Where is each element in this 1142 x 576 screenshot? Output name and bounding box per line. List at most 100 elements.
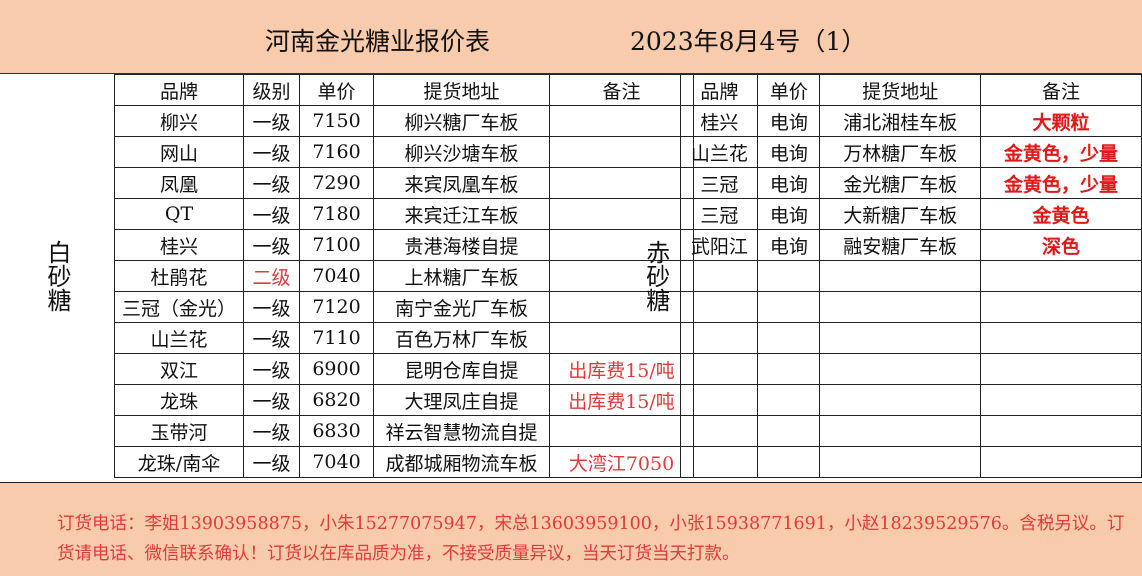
- price-cell[interactable]: 7180: [299, 198, 374, 230]
- brand-cell[interactable]: 龙珠: [114, 384, 244, 416]
- empty-cell[interactable]: [980, 260, 1142, 292]
- price-cell[interactable]: 7290: [299, 167, 374, 199]
- brand-cell[interactable]: 桂兴: [114, 229, 244, 261]
- brand-cell[interactable]: 三冠: [680, 167, 759, 199]
- empty-cell[interactable]: [980, 446, 1142, 478]
- note-cell[interactable]: 深色: [980, 229, 1142, 261]
- price-cell[interactable]: 电询: [757, 167, 821, 199]
- address-cell[interactable]: 来宾迁江车板: [373, 198, 550, 230]
- column-header-price[interactable]: 单价: [299, 74, 374, 106]
- price-cell[interactable]: 6830: [299, 415, 374, 447]
- category-cell[interactable]: 赤砂糖: [631, 74, 682, 478]
- price-cell[interactable]: 电询: [757, 229, 821, 261]
- column-header-address[interactable]: 提货地址: [819, 74, 982, 106]
- empty-cell[interactable]: [980, 353, 1142, 385]
- grade-cell[interactable]: 一级: [243, 384, 300, 416]
- address-cell[interactable]: 南宁金光厂车板: [373, 291, 550, 323]
- brand-cell[interactable]: 双江: [114, 353, 244, 385]
- empty-cell[interactable]: [819, 446, 982, 478]
- empty-cell[interactable]: [980, 322, 1142, 354]
- brand-cell[interactable]: 桂兴: [680, 105, 759, 137]
- empty-cell[interactable]: [757, 415, 821, 447]
- empty-cell[interactable]: [980, 415, 1142, 447]
- empty-cell[interactable]: [980, 384, 1142, 416]
- brand-cell[interactable]: 山兰花: [114, 322, 244, 354]
- price-cell[interactable]: 7100: [299, 229, 374, 261]
- grade-cell[interactable]: 一级: [243, 415, 300, 447]
- brand-cell[interactable]: 三冠（金光）: [114, 291, 244, 323]
- brand-cell[interactable]: 武阳江: [680, 229, 759, 261]
- price-cell[interactable]: 7110: [299, 322, 374, 354]
- empty-cell[interactable]: [680, 291, 759, 323]
- grade-cell[interactable]: 一级: [243, 291, 300, 323]
- brand-cell[interactable]: 凤凰: [114, 167, 244, 199]
- empty-cell[interactable]: [680, 353, 759, 385]
- address-cell[interactable]: 柳兴沙塘车板: [373, 136, 550, 168]
- grade-cell[interactable]: 一级: [243, 136, 300, 168]
- address-cell[interactable]: 祥云智慧物流自提: [373, 415, 550, 447]
- brand-cell[interactable]: QT: [114, 198, 244, 230]
- empty-cell[interactable]: [757, 260, 821, 292]
- empty-cell[interactable]: [680, 322, 759, 354]
- address-cell[interactable]: 来宾凤凰车板: [373, 167, 550, 199]
- brand-cell[interactable]: 网山: [114, 136, 244, 168]
- empty-cell[interactable]: [680, 260, 759, 292]
- address-cell[interactable]: 百色万林厂车板: [373, 322, 550, 354]
- grade-cell[interactable]: 一级: [243, 167, 300, 199]
- price-cell[interactable]: 7040: [299, 260, 374, 292]
- price-cell[interactable]: 电询: [757, 198, 821, 230]
- empty-cell[interactable]: [757, 322, 821, 354]
- empty-cell[interactable]: [819, 291, 982, 323]
- empty-cell[interactable]: [757, 384, 821, 416]
- empty-cell[interactable]: [680, 415, 759, 447]
- address-cell[interactable]: 昆明仓库自提: [373, 353, 550, 385]
- note-cell[interactable]: 金黄色，少量: [980, 167, 1142, 199]
- grade-cell[interactable]: 一级: [243, 353, 300, 385]
- price-cell[interactable]: 7150: [299, 105, 374, 137]
- empty-cell[interactable]: [757, 353, 821, 385]
- empty-cell[interactable]: [819, 260, 982, 292]
- grade-cell[interactable]: 一级: [243, 105, 300, 137]
- address-cell[interactable]: 金光糖厂车板: [819, 167, 982, 199]
- grade-cell[interactable]: 一级: [243, 446, 300, 478]
- brand-cell[interactable]: 山兰花: [680, 136, 759, 168]
- empty-cell[interactable]: [819, 322, 982, 354]
- empty-cell[interactable]: [819, 415, 982, 447]
- address-cell[interactable]: 融安糖厂车板: [819, 229, 982, 261]
- note-cell[interactable]: 大颗粒: [980, 105, 1142, 137]
- empty-cell[interactable]: [980, 291, 1142, 323]
- price-cell[interactable]: 电询: [757, 105, 821, 137]
- column-header-grade[interactable]: 级别: [243, 74, 300, 106]
- column-header-brand[interactable]: 品牌: [680, 74, 759, 106]
- brand-cell[interactable]: 杜鹃花: [114, 260, 244, 292]
- empty-cell[interactable]: [680, 384, 759, 416]
- empty-cell[interactable]: [819, 384, 982, 416]
- column-header-brand[interactable]: 品牌: [114, 74, 244, 106]
- brand-cell[interactable]: 三冠: [680, 198, 759, 230]
- note-cell[interactable]: 金黄色: [980, 198, 1142, 230]
- address-cell[interactable]: 浦北湘桂车板: [819, 105, 982, 137]
- grade-cell[interactable]: 一级: [243, 198, 300, 230]
- address-cell[interactable]: 万林糖厂车板: [819, 136, 982, 168]
- column-header-note[interactable]: 备注: [980, 74, 1142, 106]
- grade-cell[interactable]: 一级: [243, 229, 300, 261]
- brand-cell[interactable]: 柳兴: [114, 105, 244, 137]
- grade-cell[interactable]: 二级: [243, 260, 300, 292]
- column-header-address[interactable]: 提货地址: [373, 74, 550, 106]
- address-cell[interactable]: 大新糖厂车板: [819, 198, 982, 230]
- category-cell[interactable]: 白砂糖: [0, 74, 115, 478]
- price-cell[interactable]: 7120: [299, 291, 374, 323]
- price-cell[interactable]: 7040: [299, 446, 374, 478]
- brand-cell[interactable]: 龙珠/南伞: [114, 446, 244, 478]
- address-cell[interactable]: 成都城厢物流车板: [373, 446, 550, 478]
- column-header-price[interactable]: 单价: [757, 74, 821, 106]
- empty-cell[interactable]: [680, 446, 759, 478]
- address-cell[interactable]: 柳兴糖厂车板: [373, 105, 550, 137]
- note-cell[interactable]: 金黄色，少量: [980, 136, 1142, 168]
- price-cell[interactable]: 6820: [299, 384, 374, 416]
- address-cell[interactable]: 大理凤庄自提: [373, 384, 550, 416]
- empty-cell[interactable]: [757, 446, 821, 478]
- empty-cell[interactable]: [757, 291, 821, 323]
- price-cell[interactable]: 电询: [757, 136, 821, 168]
- grade-cell[interactable]: 一级: [243, 322, 300, 354]
